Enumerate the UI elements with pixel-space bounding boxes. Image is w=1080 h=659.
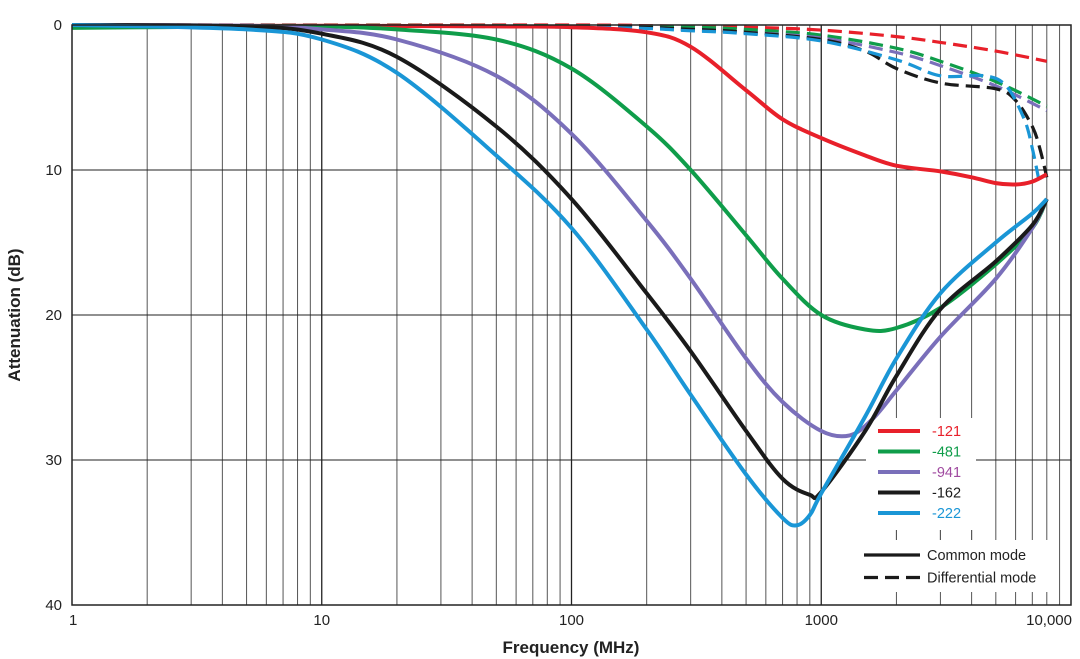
series-line-n941-common (71, 23, 1049, 439)
y-axis-title: Attenuation (dB) (5, 248, 24, 381)
series-line-n121-common (71, 23, 1048, 187)
legend-mode-label: Differential mode (927, 571, 1036, 587)
y-tick-label: 0 (54, 17, 62, 34)
series-line-n121-differential (71, 23, 1048, 63)
y-tick-label: 20 (45, 307, 62, 324)
legend-label: -121 (932, 424, 961, 440)
legend-label: -222 (932, 506, 961, 522)
legend-box-bottom (858, 540, 1058, 592)
x-axis-title: Frequency (MHz) (503, 638, 640, 657)
x-tick-label: 1 (69, 612, 77, 629)
y-tick-label: 40 (45, 597, 62, 614)
x-tick-label: 10,000 (1026, 612, 1072, 629)
legend-label: -162 (932, 486, 961, 502)
plot-frame (71, 24, 1072, 606)
tick-labels: 1 10 100 1000 10,000 0 10 20 30 40 (45, 17, 1072, 629)
x-tick-label: 1000 (805, 612, 838, 629)
series-line-n162-common (71, 23, 1049, 501)
legend-label: -941 (932, 465, 961, 481)
y-tick-label: 30 (45, 452, 62, 469)
legend-mode-label: Common mode (927, 548, 1026, 564)
x-tick-label: 100 (559, 612, 584, 629)
legend-label: -481 (932, 445, 961, 461)
plot-border (71, 24, 1072, 606)
x-tick-label: 10 (313, 612, 330, 629)
y-tick-label: 10 (45, 162, 62, 179)
series-line-n222-common (71, 23, 1049, 528)
series-line-n481-common (71, 24, 1049, 333)
legend: -121 -481 -941 -162 -222 Common mode Different… (864, 424, 1036, 587)
